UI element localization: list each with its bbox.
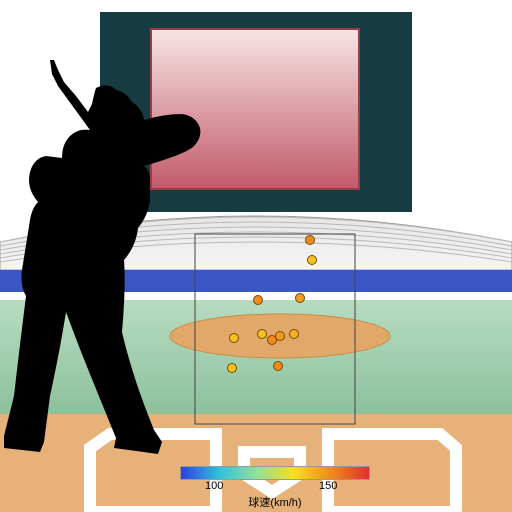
pitch-dot [253,295,263,305]
pitch-dot [275,331,285,341]
legend-axis-label: 球速(km/h) [180,494,370,510]
pitch-dot [227,363,237,373]
legend-colorbar [180,466,370,480]
pitch-dot [273,361,283,371]
velocity-legend: 100 150 球速(km/h) [180,466,370,510]
legend-tick: 150 [319,480,337,492]
pitch-dot [295,293,305,303]
batter-silhouette [0,60,226,460]
pitch-dot [305,235,315,245]
pitch-dot [229,333,239,343]
pitch-dot [307,255,317,265]
pitch-dot [257,329,267,339]
legend-tick: 100 [205,480,223,492]
pitch-dot [289,329,299,339]
